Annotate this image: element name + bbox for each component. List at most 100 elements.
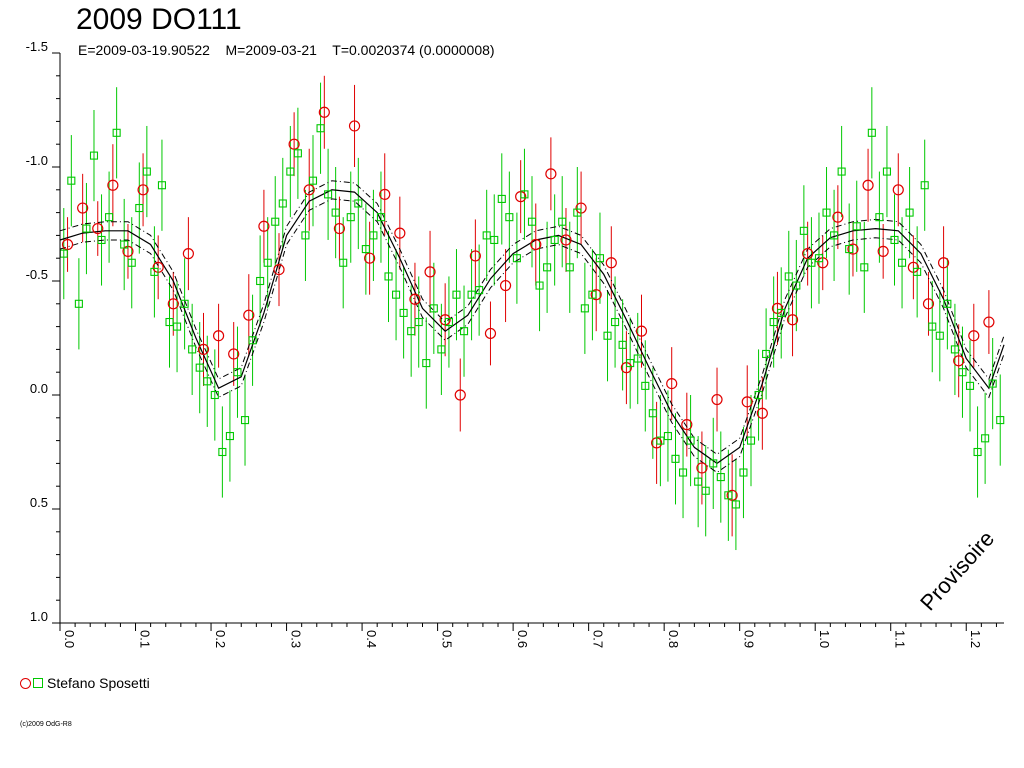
x-tick-label: 0.8 — [666, 630, 681, 648]
data-point-square — [512, 254, 521, 263]
data-point-square — [633, 354, 642, 363]
data-point-circle — [348, 120, 361, 132]
data-point-circle — [454, 389, 466, 401]
data-point-square — [324, 190, 333, 199]
data-point-square — [263, 258, 272, 267]
data-point-square — [641, 381, 650, 390]
data-point-square — [429, 304, 438, 313]
data-point-square — [897, 258, 907, 267]
fit-envelope-upper — [59, 180, 1005, 455]
data-point-circle — [681, 419, 693, 431]
data-point-square — [837, 167, 846, 176]
data-point-circle — [590, 289, 602, 301]
x-tick-label: 0.0 — [62, 630, 77, 648]
data-point-circle — [862, 179, 874, 191]
x-tick-label: 1.0 — [817, 630, 832, 648]
y-tick-label: 0.5 — [30, 495, 48, 510]
data-point-square — [588, 290, 597, 299]
data-point-square — [82, 224, 91, 233]
data-point-square — [958, 368, 967, 377]
data-point-square — [626, 359, 635, 368]
data-point-square — [875, 213, 884, 222]
data-point-square — [331, 208, 340, 217]
y-tick-label: -1.0 — [26, 153, 48, 168]
data-point-circle — [726, 489, 738, 501]
data-point-circle — [832, 211, 844, 223]
data-point-circle — [167, 298, 179, 310]
data-point-square — [988, 379, 997, 388]
legend-square-marker — [33, 678, 43, 688]
data-point-square — [407, 327, 416, 336]
data-point-square — [935, 331, 944, 340]
data-point-circle — [212, 330, 225, 342]
data-point-square — [497, 194, 506, 203]
data-point-square — [671, 454, 680, 463]
data-point-square — [225, 431, 234, 441]
data-point-square — [376, 213, 386, 222]
data-point-square — [928, 322, 937, 331]
data-point-square — [920, 181, 929, 190]
data-point-square — [482, 231, 491, 240]
data-point-square — [112, 128, 121, 137]
data-point-circle — [756, 407, 768, 419]
data-point-square — [701, 486, 710, 495]
data-point-circle — [424, 266, 436, 278]
x-tick-label: 0.1 — [138, 630, 153, 648]
data-point-square — [981, 434, 990, 443]
data-point-circle — [922, 298, 935, 310]
data-point-square — [950, 345, 959, 354]
chart-title: 2009 DO111 — [76, 3, 242, 36]
data-point-circle — [953, 355, 965, 367]
data-point-square — [278, 199, 287, 208]
data-point-square — [746, 436, 756, 445]
data-point-square — [203, 377, 212, 386]
data-point-circle — [560, 234, 572, 246]
data-point-square — [165, 317, 174, 327]
error-bars — [63, 75, 1001, 551]
data-point-square — [822, 208, 831, 217]
data-point-circle — [107, 179, 119, 191]
data-point-square — [580, 304, 589, 313]
data-point-square — [648, 409, 657, 418]
data-point-square — [762, 349, 771, 359]
data-point-circle — [786, 314, 799, 326]
data-point-circle — [77, 202, 89, 214]
data-point-square — [739, 468, 748, 477]
data-point-square — [716, 473, 725, 482]
data-point-circle — [137, 184, 149, 196]
data-point-circle — [847, 243, 859, 255]
data-point-circle — [937, 257, 950, 269]
data-point-circle — [968, 330, 980, 342]
data-points — [59, 106, 1005, 509]
data-point-circle — [741, 396, 753, 408]
data-point-square — [97, 235, 106, 245]
data-point-circle — [394, 227, 406, 239]
data-point-circle — [182, 248, 194, 260]
data-point-square — [505, 213, 514, 222]
data-point-circle — [605, 257, 617, 269]
data-point-square — [754, 390, 763, 400]
data-point-square — [535, 281, 544, 290]
data-point-square — [127, 258, 136, 267]
data-point-square — [271, 217, 280, 226]
data-point-square — [384, 272, 393, 281]
x-tick-label: 0.3 — [289, 630, 304, 648]
data-point-square — [475, 286, 484, 295]
chart-subtitle: E=2009-03-19.90522 M=2009-03-21 T=0.0020… — [78, 42, 495, 58]
data-point-square — [709, 459, 718, 468]
data-point-circle — [983, 316, 995, 328]
data-point-square — [799, 226, 808, 235]
data-point-circle — [666, 378, 678, 390]
data-point-square — [173, 322, 182, 331]
lightcurve-plot: -1.5 -1.0 -0.5 0.0 0.5 1.0 0.0 0.1 0.2 0.3 0.4 0.5 0… — [26, 39, 1005, 648]
fit-envelope-lower — [59, 198, 1005, 474]
data-point-square — [316, 124, 325, 133]
watermark-text: Provisoire — [915, 526, 999, 615]
data-point-circle — [318, 106, 330, 118]
x-tick-label: 1.1 — [893, 630, 908, 648]
data-point-square — [301, 231, 310, 240]
data-point-square — [550, 235, 559, 245]
data-point-square — [188, 345, 197, 354]
data-point-square — [724, 491, 733, 500]
data-point-square — [603, 331, 612, 340]
